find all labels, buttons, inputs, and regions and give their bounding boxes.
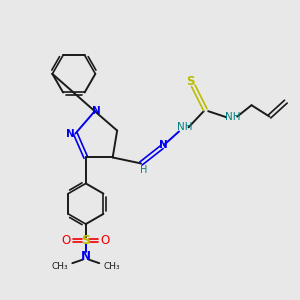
Text: N: N xyxy=(67,129,75,139)
Text: NH: NH xyxy=(225,112,241,122)
Text: NH: NH xyxy=(177,122,192,132)
Text: S: S xyxy=(81,234,90,247)
Text: H: H xyxy=(140,165,148,175)
Text: CH₃: CH₃ xyxy=(103,262,120,271)
Text: S: S xyxy=(186,75,195,88)
Text: O: O xyxy=(62,234,71,247)
Text: CH₃: CH₃ xyxy=(52,262,68,271)
Text: N: N xyxy=(92,106,101,116)
Text: O: O xyxy=(100,234,110,247)
Text: N: N xyxy=(159,140,168,150)
Text: N: N xyxy=(81,250,91,262)
